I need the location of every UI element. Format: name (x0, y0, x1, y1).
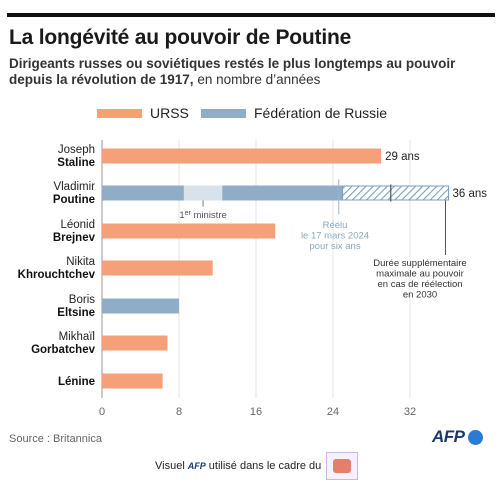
leader-lastname-poutine: Poutine (53, 194, 95, 206)
bar-eltsine (102, 298, 179, 314)
subtitle-plain: en nombre d’années (193, 72, 321, 87)
leader-lastname-brejnev: Brejnev (53, 232, 96, 244)
legend-swatch-russie (201, 108, 246, 118)
credit-before: Visuel (155, 460, 185, 472)
value-label-poutine: 36 ans (453, 188, 488, 200)
chart-subtitle: Dirigeants russes ou soviétiques restés … (9, 56, 489, 88)
credit-line: Visuel AFP utilisé dans le cadre du (155, 452, 359, 480)
subtitle-bold: Dirigeants russes ou soviétiques restés … (9, 56, 456, 87)
x-tick-label-0: 0 (99, 406, 105, 418)
duree-annotation-line: en cas de réélection (377, 279, 462, 290)
leader-lastname-khrouchtchev: Khrouchtchev (18, 269, 96, 281)
leader-lastname-lénine: Lénine (58, 376, 95, 388)
x-tick-label-8: 8 (176, 406, 182, 418)
reelu-annotation-line: Réélu (323, 220, 348, 231)
afp-logo: AFP (432, 427, 483, 447)
leader-firstname-poutine: Vladimir (53, 181, 95, 193)
credit-afp-mini-logo: AFP (187, 461, 206, 471)
legend-item-urss: URSS (97, 104, 189, 122)
leader-firstname-eltsine: Boris (69, 294, 95, 306)
leader-firstname-khrouchtchev: Nikita (66, 256, 95, 268)
x-tick-label-24: 24 (327, 406, 339, 418)
credit-after: utilisé dans le cadre du (208, 460, 322, 472)
bar-extension-poutine (342, 185, 449, 201)
reelu-annotation-line: pour six ans (309, 241, 360, 252)
value-label-staline: 29 ans (385, 151, 420, 163)
bar-pm-gap-poutine (183, 185, 223, 201)
duree-annotation-line: Durée supplémentaire (373, 258, 466, 269)
pm-annotation: 1er ministre (179, 210, 226, 221)
leader-firstname-brejnev: Léonid (60, 219, 95, 231)
leader-lastname-eltsine: Eltsine (57, 307, 95, 319)
legend-label-urss: URSS (150, 105, 189, 121)
leader-firstname-staline: Joseph (58, 144, 95, 156)
event-badge-icon (326, 452, 359, 480)
x-tick-label-32: 32 (404, 406, 416, 418)
duree-annotation-line: maximale au pouvoir (376, 269, 464, 280)
top-rule (7, 13, 495, 17)
legend-swatch-urss (97, 108, 142, 118)
legend-item-russie: Fédération de Russie (201, 104, 387, 122)
reelu-annotation-line: le 17 mars 2024 (301, 231, 369, 242)
source-note: Source : Britannica (9, 433, 102, 445)
bar-khrouchtchev (102, 260, 213, 276)
bar-gorbatchev (102, 335, 168, 351)
leader-lastname-staline: Staline (57, 157, 95, 169)
bar-lénine (102, 373, 163, 389)
x-tick-label-16: 16 (250, 406, 262, 418)
bar-brejnev (102, 223, 276, 239)
duree-annotation-line: en 2030 (403, 290, 437, 301)
legend-label-russie: Fédération de Russie (254, 105, 388, 121)
leader-lastname-gorbatchev: Gorbatchev (31, 344, 96, 356)
bar-staline (102, 148, 382, 164)
chart-title: La longévité au pouvoir de Poutine (9, 26, 352, 49)
afp-logo-text: AFP (432, 427, 465, 446)
afp-logo-dot-icon (467, 429, 483, 445)
leader-firstname-gorbatchev: Mikhaïl (59, 331, 95, 343)
